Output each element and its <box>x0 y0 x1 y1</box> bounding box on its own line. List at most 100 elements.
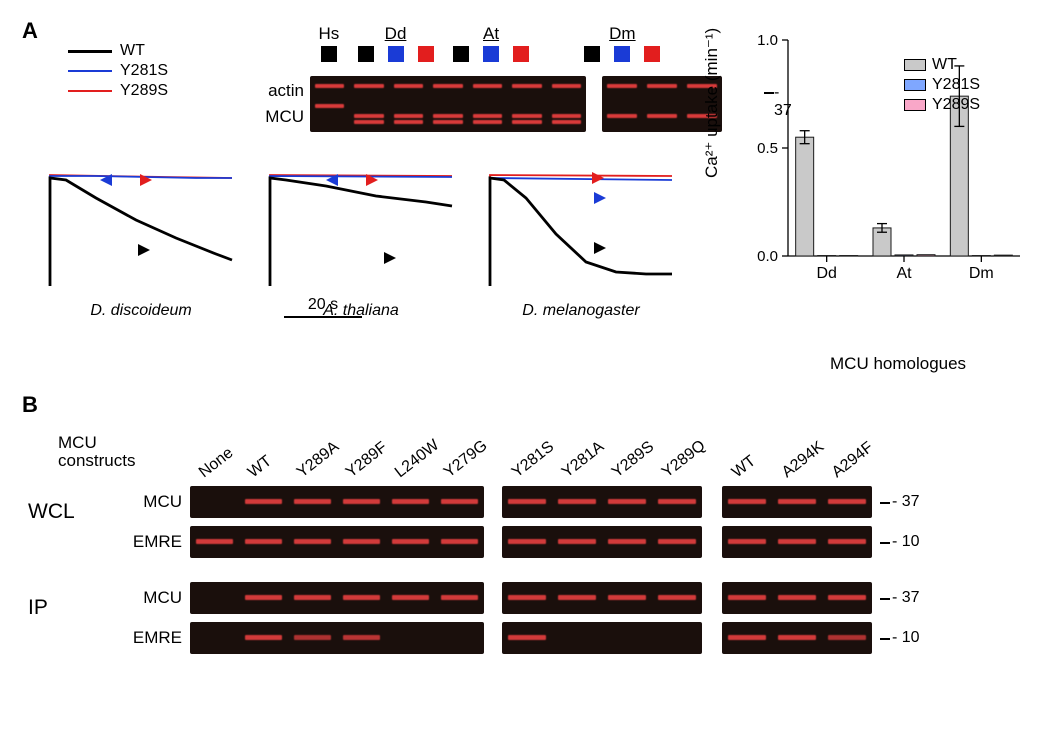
blot <box>190 582 484 614</box>
trace-y281s <box>490 178 672 286</box>
blot-row-label: EMRE <box>128 532 182 552</box>
ytick-label: 0.5 <box>757 140 778 157</box>
bar <box>994 255 1012 256</box>
legend-line <box>68 90 112 92</box>
construct-label: A294K <box>778 438 827 482</box>
legend-line <box>68 50 112 53</box>
legend-text: WT <box>932 56 957 74</box>
legend-label: Y289S <box>120 82 168 100</box>
construct-label: L240W <box>392 437 443 482</box>
trace-y289s <box>50 175 232 286</box>
legend-swatch <box>904 99 926 111</box>
trace-legend-row: Y281S <box>68 62 168 80</box>
blot-group <box>310 76 586 132</box>
mw-label: - 37 <box>892 589 920 607</box>
swatch <box>483 46 499 62</box>
blot <box>190 622 484 654</box>
blot-row-actin: actin <box>244 78 304 104</box>
bar <box>895 255 913 256</box>
scalebar-line <box>284 316 362 318</box>
scalebar: 20 s <box>284 296 362 318</box>
construct-label: Y279G <box>441 437 491 482</box>
arrowhead-icon <box>594 242 606 254</box>
construct-label: Y289A <box>294 438 343 482</box>
xtick-label: Dm <box>969 265 994 282</box>
construct-label: Y281S <box>508 438 557 482</box>
species-header: Dd <box>348 24 443 44</box>
legend-text: Y289S <box>932 96 980 114</box>
xtick-label: Dd <box>816 265 836 282</box>
swatch <box>513 46 529 62</box>
blot-row-label: EMRE <box>128 628 182 648</box>
trace-box: D. discoideum <box>46 168 236 320</box>
trace-wt <box>50 178 232 286</box>
swatch <box>388 46 404 62</box>
construct-label: None <box>196 444 237 482</box>
trace-legend-row: WT <box>68 42 168 60</box>
species-header: At <box>443 24 538 44</box>
section-label: IP <box>28 596 48 620</box>
mw-label: - 37 <box>892 493 920 511</box>
mw-label: - 10 <box>892 533 920 551</box>
mw-label: - 10 <box>892 629 920 647</box>
mw-tick <box>880 502 890 504</box>
blot-block: HsDdAtDm actin MCU - 37 <box>244 24 692 62</box>
bar <box>917 255 935 256</box>
blot-row-label: MCU <box>128 588 182 608</box>
blot-row-label: MCU <box>128 492 182 512</box>
arrowhead-icon <box>592 172 604 184</box>
ytick-label: 0.0 <box>757 248 778 265</box>
arrowhead-icon <box>384 252 396 264</box>
panel-b-columns: NoneWTY289AY289FL240WY279GY281SY281AY289… <box>182 392 1012 492</box>
construct-label: Y289F <box>343 439 391 482</box>
construct-label: Y281A <box>558 438 607 482</box>
chart-ylabel: Ca²⁺ uptake (min⁻¹) <box>702 28 722 178</box>
legend-label: Y281S <box>120 62 168 80</box>
species-label: D. discoideum <box>46 302 236 320</box>
ytick-label: 1.0 <box>757 32 778 49</box>
panel-a: A WTY281SY289S HsDdAtDm actin MCU - 37 D… <box>22 18 1028 380</box>
blot <box>502 486 702 518</box>
legend-label: WT <box>120 42 145 60</box>
trace-y281s <box>50 176 232 286</box>
legend-swatch <box>904 59 926 71</box>
mw-tick <box>880 638 890 640</box>
construct-label: Y289S <box>608 438 657 482</box>
bar-legend-row: Y289S <box>904 96 980 114</box>
trace-wt <box>270 178 452 286</box>
trace-legend-row: Y289S <box>68 82 168 100</box>
panel-b-label: B <box>22 392 38 418</box>
construct-label: Y289Q <box>658 437 708 482</box>
swatch <box>358 46 374 62</box>
bar-legend-row: Y281S <box>904 76 980 94</box>
blot-row-mcu: MCU <box>244 104 304 130</box>
chart-xlabel: MCU homologues <box>830 354 966 374</box>
blot-lanes <box>310 76 722 132</box>
trace-legend: WT Y281S Y289S <box>68 42 168 102</box>
blot <box>190 486 484 518</box>
legend-swatch <box>904 79 926 91</box>
swatch <box>418 46 434 62</box>
constructs-label: MCU constructs <box>58 434 135 470</box>
species-label: D. melanogaster <box>486 302 676 320</box>
bar-legend-row: WT <box>904 56 980 74</box>
xtick-label: At <box>896 265 912 282</box>
blot <box>722 582 872 614</box>
mw-tick <box>880 598 890 600</box>
blot <box>722 526 872 558</box>
arrowhead-icon <box>138 244 150 256</box>
bar <box>796 137 814 256</box>
panel-b: B MCU constructs NoneWTY289AY289FL240WY2… <box>22 392 1028 732</box>
species-header: Dm <box>553 24 692 44</box>
blot <box>722 486 872 518</box>
trace-box: D. melanogaster <box>486 168 676 320</box>
blot <box>502 526 702 558</box>
construct-label: WT <box>245 453 276 482</box>
construct-label: A294F <box>828 439 876 482</box>
construct-label: WT <box>728 453 759 482</box>
legend-line <box>68 70 112 72</box>
species-header: Hs <box>310 24 348 44</box>
trace-wt <box>490 178 672 286</box>
bar-legend: WT Y281S Y289S <box>904 56 980 116</box>
legend-text: Y281S <box>932 76 980 94</box>
